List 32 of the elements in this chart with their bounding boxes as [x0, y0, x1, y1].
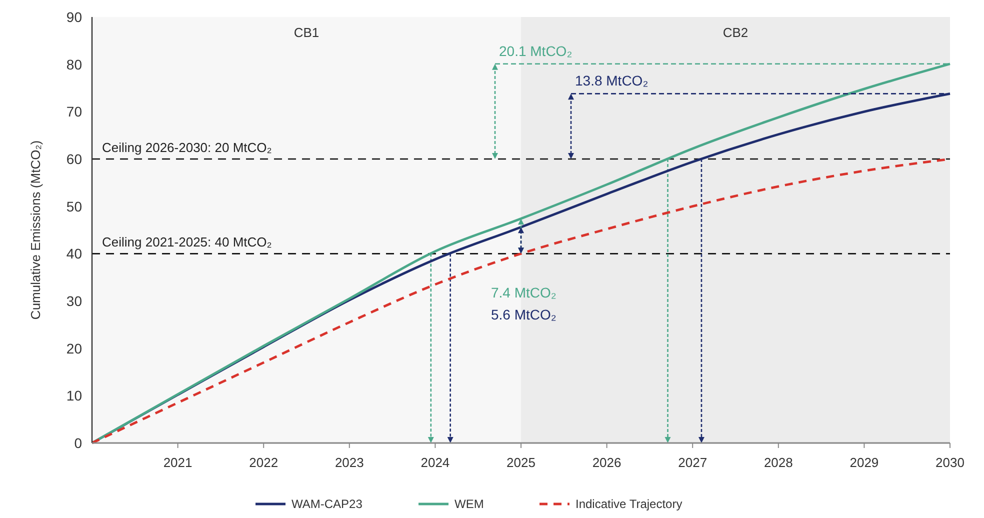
x-tick-label: 2021 — [163, 455, 192, 470]
x-tick-label: 2023 — [334, 455, 364, 470]
x-tick-label: 2022 — [249, 455, 278, 470]
x-tick-label: 2030 — [936, 455, 964, 470]
y-tick-label: 90 — [66, 9, 82, 25]
legend-label: WAM-CAP23 — [292, 497, 363, 511]
annotation: Ceiling 2021-2025: 40 MtCO₂ — [102, 234, 272, 250]
annotation: 20.1 MtCO₂ — [499, 42, 572, 59]
x-tick-label: 2024 — [420, 455, 450, 470]
y-tick-label: 30 — [66, 293, 82, 309]
y-tick-label: 10 — [66, 388, 82, 404]
y-tick-label: 60 — [66, 151, 82, 167]
x-tick-label: 2029 — [850, 455, 879, 470]
band-label: CB2 — [722, 25, 748, 40]
annotation: 13.8 MtCO₂ — [575, 72, 648, 89]
band-label: CB1 — [294, 25, 320, 40]
y-tick-label: 70 — [66, 104, 82, 120]
x-tick-label: 2027 — [678, 455, 708, 470]
y-tick-label: 80 — [66, 56, 82, 72]
y-tick-label: 20 — [66, 340, 82, 356]
y-tick-label: 40 — [66, 246, 82, 262]
y-tick-label: 0 — [74, 435, 82, 451]
y-axis-title: Cumulative Emissions (MtCO₂) — [28, 140, 43, 320]
x-tick-label: 2026 — [592, 455, 622, 470]
legend-label: WEM — [454, 497, 484, 511]
annotation: 5.6 MtCO₂ — [491, 306, 556, 323]
x-tick-label: 2025 — [506, 455, 536, 470]
x-tick-label: 2028 — [764, 455, 793, 470]
annotation: Ceiling 2026-2030: 20 MtCO₂ — [102, 140, 272, 155]
y-tick-label: 50 — [66, 198, 82, 214]
annotation: 7.4 MtCO₂ — [491, 284, 556, 301]
legend-label: Indicative Trajectory — [576, 497, 682, 511]
